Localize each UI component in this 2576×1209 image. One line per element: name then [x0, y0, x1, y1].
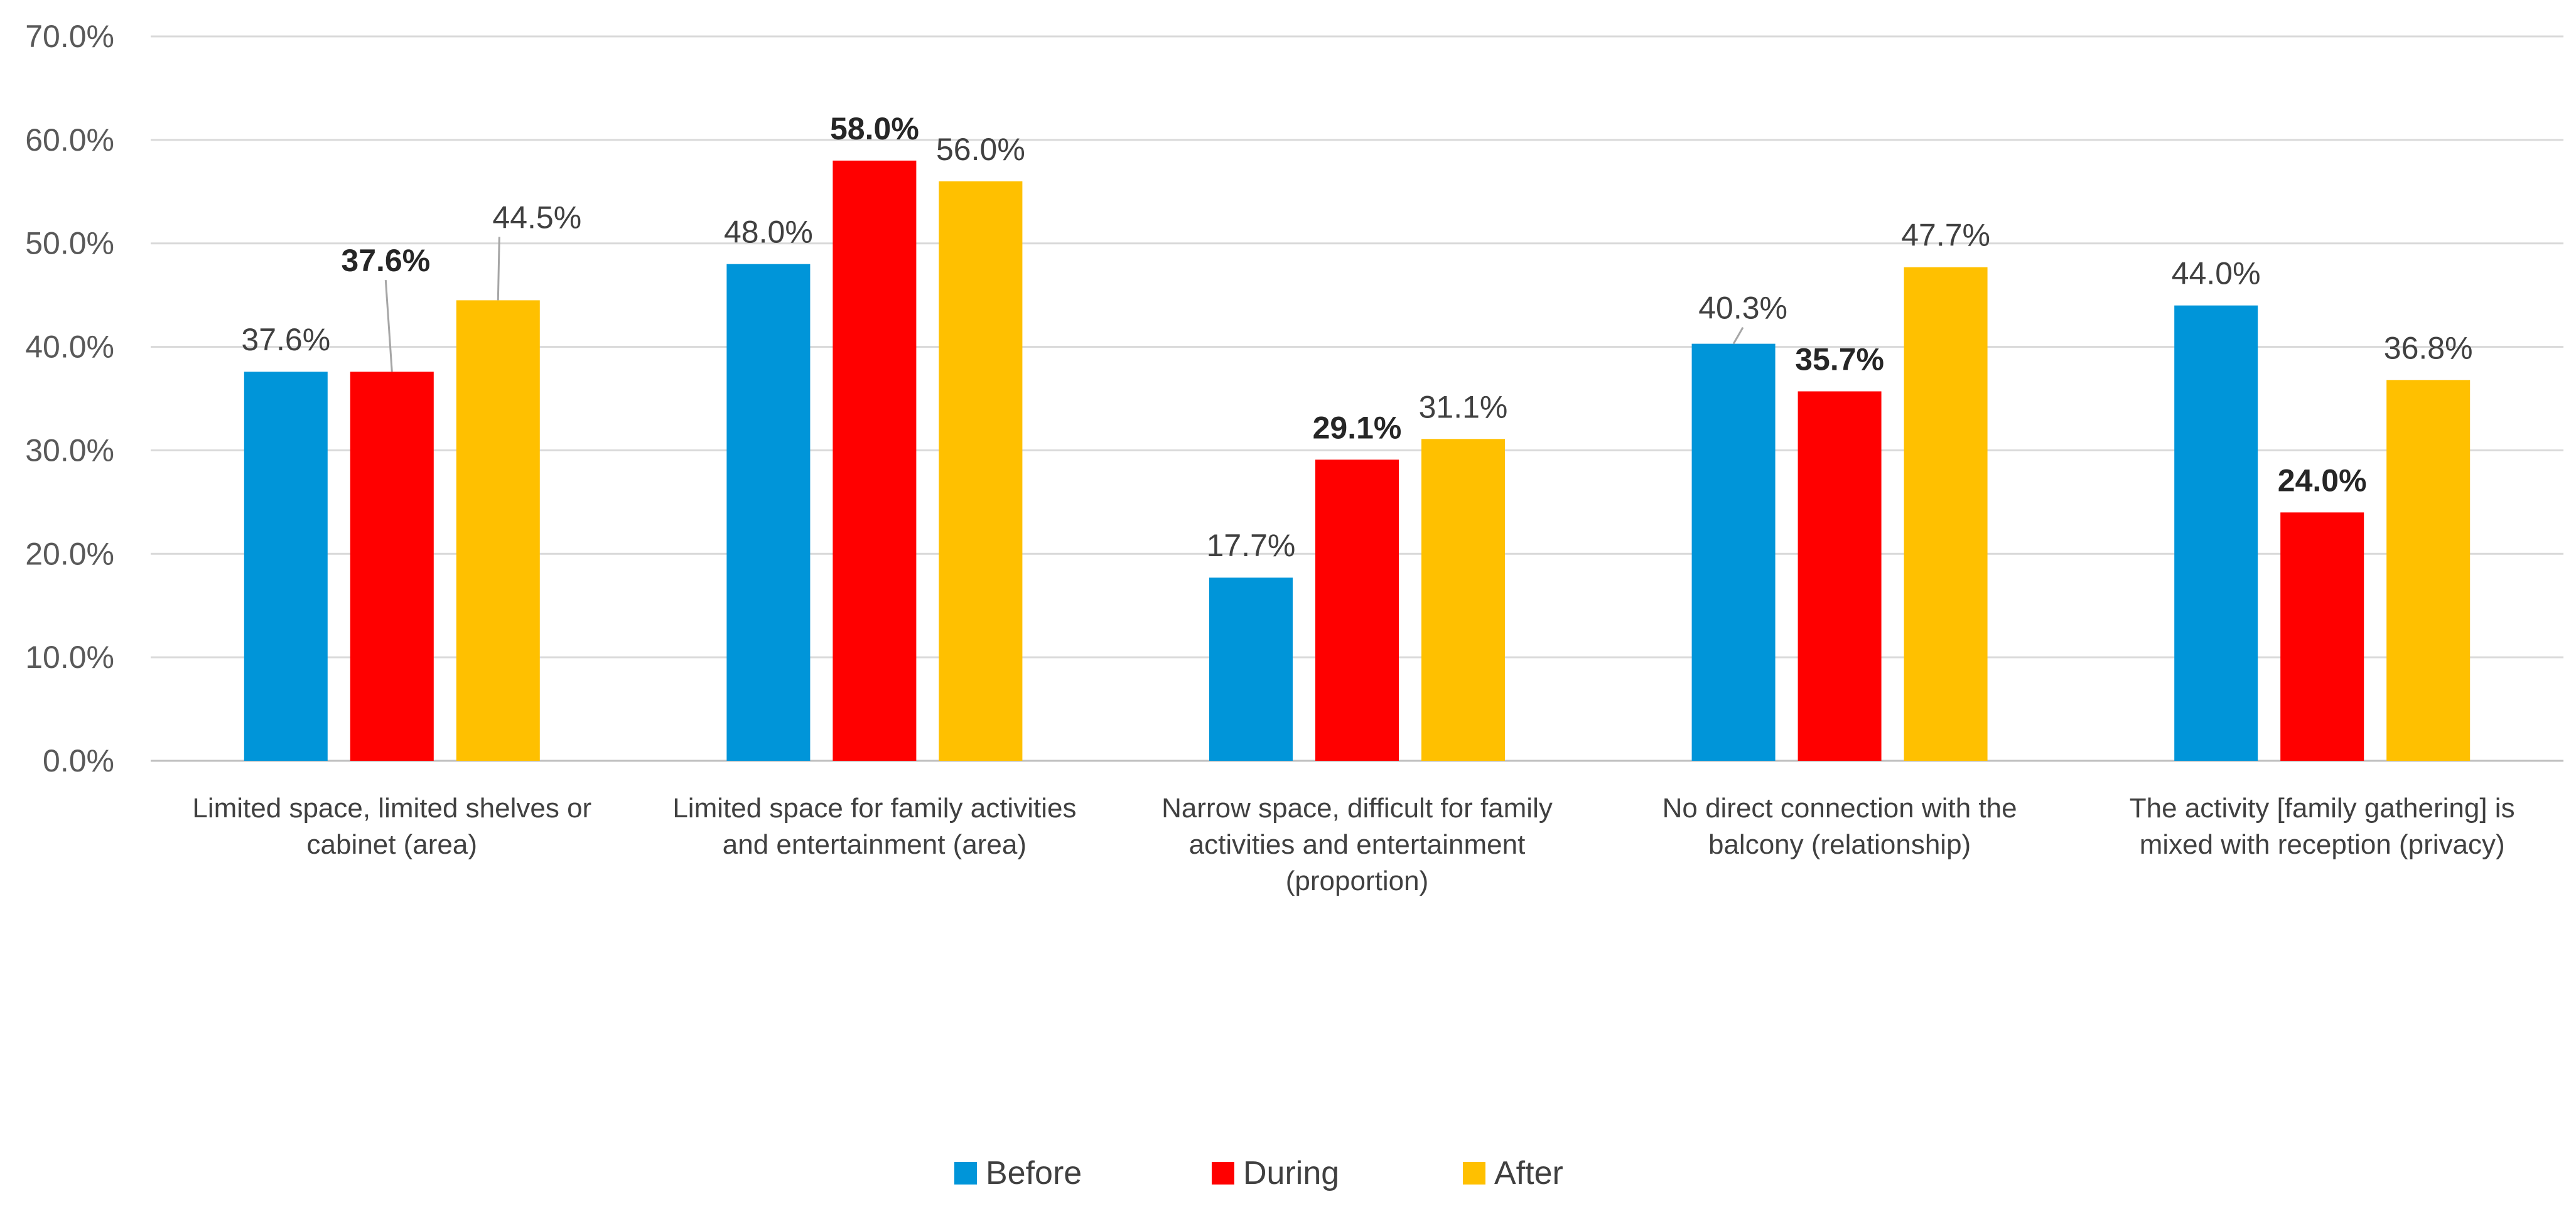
bar-after: [1421, 439, 1505, 761]
legend-label-after: After: [1494, 1155, 1563, 1191]
category-label-line: Narrow space, difficult for family: [1161, 793, 1553, 824]
legend-label-before: Before: [986, 1155, 1082, 1191]
bar-before: [1691, 343, 1776, 761]
data-label-after: 31.1%: [1419, 389, 1508, 424]
y-tick-label: 50.0%: [25, 226, 114, 261]
y-tick-label: 10.0%: [25, 640, 114, 675]
data-label-after: 44.5%: [492, 200, 581, 235]
legend-swatch-after: [1463, 1162, 1485, 1185]
data-label-during: 29.1%: [1313, 410, 1402, 445]
data-label-before: 37.6%: [241, 322, 330, 357]
category-label-line: Limited space, limited shelves or: [192, 793, 591, 824]
y-tick-label: 20.0%: [25, 536, 114, 571]
bar-after: [456, 300, 540, 761]
category-label-line: Limited space for family activities: [672, 793, 1076, 824]
bar-during: [833, 160, 917, 761]
label-leader-lines: [384, 237, 1744, 372]
data-label-during: 37.6%: [341, 243, 430, 278]
legend: Before During After: [954, 1155, 1563, 1191]
data-label-after: 56.0%: [936, 132, 1025, 167]
category-label-line: balcony (relationship): [1708, 829, 1971, 860]
category-label-line: The activity [family gathering] is: [2130, 793, 2515, 824]
x-axis-category-labels: Limited space, limited shelves or cabinet…: [192, 793, 2514, 896]
data-label-after: 36.8%: [2384, 330, 2473, 365]
y-tick-label: 0.0%: [43, 743, 114, 778]
y-tick-label: 60.0%: [25, 122, 114, 158]
data-label-before: 17.7%: [1207, 528, 1296, 563]
bar-before: [2174, 305, 2258, 761]
bar-during: [350, 372, 434, 761]
y-tick-label: 30.0%: [25, 433, 114, 468]
bar-before: [244, 372, 328, 761]
data-label-after: 47.7%: [1901, 218, 1990, 253]
data-label-before: 48.0%: [724, 215, 813, 250]
data-label-before: 40.3%: [1698, 291, 1787, 326]
category-label-line: and entertainment (area): [723, 829, 1027, 860]
category-label-line: mixed with reception (privacy): [2140, 829, 2505, 860]
bar-before: [1209, 578, 1293, 761]
bar-during: [2280, 512, 2364, 761]
leader-line: [497, 237, 500, 301]
category-label-line: (proportion): [1286, 866, 1428, 896]
legend-swatch-during: [1212, 1162, 1234, 1185]
leader-line: [384, 280, 393, 372]
category-label-line: No direct connection with the: [1663, 793, 2017, 824]
bars: [244, 160, 2471, 761]
bar-after: [939, 181, 1023, 761]
y-tick-label: 40.0%: [25, 330, 114, 365]
legend-label-during: During: [1243, 1155, 1339, 1191]
bar-during: [1797, 391, 1882, 761]
bar-during: [1315, 459, 1399, 761]
y-axis-tick-labels: 0.0% 10.0% 20.0% 30.0% 40.0% 50.0% 60.0% 70.0%: [25, 19, 114, 778]
leader-line: [1732, 326, 1744, 345]
data-label-during: 24.0%: [2278, 463, 2367, 498]
y-tick-label: 70.0%: [25, 19, 114, 54]
bar-after: [2386, 380, 2471, 761]
bar-after: [1904, 267, 1988, 761]
category-label-line: cabinet (area): [307, 829, 477, 860]
data-label-during: 58.0%: [830, 111, 919, 146]
bar-before: [726, 264, 811, 761]
data-labels: 37.6% 37.6% 44.5% 48.0% 58.0% 56.0% 17.7% 29.1%…: [241, 111, 2472, 563]
category-label-line: activities and entertainment: [1189, 829, 1526, 860]
legend-swatch-before: [954, 1162, 977, 1185]
data-label-before: 44.0%: [2172, 256, 2261, 291]
data-label-during: 35.7%: [1795, 341, 1884, 377]
